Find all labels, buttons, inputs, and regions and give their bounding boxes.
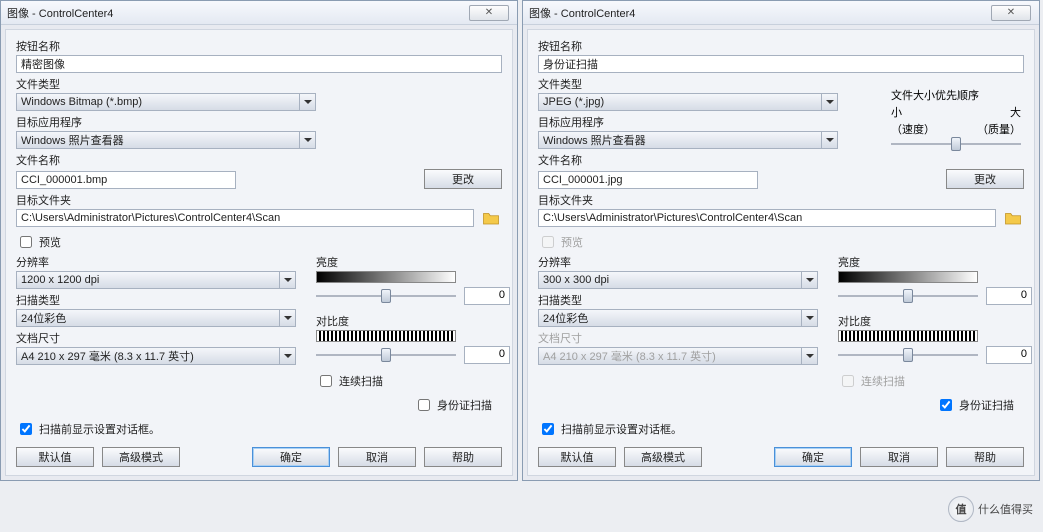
default-button[interactable]: 默认值 bbox=[16, 447, 94, 467]
idcard-scan-checkbox[interactable]: 身份证扫描 bbox=[936, 396, 1014, 414]
titlebar: 图像 - ControlCenter4 ✕ bbox=[523, 1, 1039, 25]
window-title: 图像 - ControlCenter4 bbox=[529, 5, 635, 21]
contrast-slider[interactable] bbox=[838, 348, 978, 362]
ok-button[interactable]: 确定 bbox=[774, 447, 852, 467]
preview-checkbox: 预览 bbox=[538, 233, 1024, 251]
file-name-input bbox=[538, 171, 758, 189]
doc-size-combo: A4 210 x 297 毫米 (8.3 x 11.7 英寸) bbox=[538, 347, 818, 365]
advanced-button[interactable]: 高级模式 bbox=[102, 447, 180, 467]
advanced-button[interactable]: 高级模式 bbox=[624, 447, 702, 467]
ok-button[interactable]: 确定 bbox=[252, 447, 330, 467]
target-app-combo[interactable]: Windows 照片查看器 bbox=[538, 131, 838, 149]
file-type-combo[interactable]: JPEG (*.jpg) bbox=[538, 93, 838, 111]
filesize-priority: 文件大小优先顺序 小大 （速度）（质量） bbox=[891, 87, 1021, 151]
resolution-combo[interactable]: 1200 x 1200 dpi bbox=[16, 271, 296, 289]
scan-type-combo[interactable]: 24位彩色 bbox=[16, 309, 296, 327]
continuous-scan-checkbox[interactable]: 连续扫描 bbox=[316, 372, 510, 390]
dest-folder-label: 目标文件夹 bbox=[538, 192, 1024, 208]
default-button[interactable]: 默认值 bbox=[538, 447, 616, 467]
file-type-label: 文件类型 bbox=[538, 76, 838, 92]
close-icon[interactable]: ✕ bbox=[991, 5, 1031, 21]
close-icon[interactable]: ✕ bbox=[469, 5, 509, 21]
file-type-label: 文件类型 bbox=[16, 76, 316, 92]
resolution-combo[interactable]: 300 x 300 dpi bbox=[538, 271, 818, 289]
brightness-gradient bbox=[316, 271, 456, 283]
cancel-button[interactable]: 取消 bbox=[860, 447, 938, 467]
brightness-value[interactable]: 0 bbox=[464, 287, 510, 305]
contrast-label: 对比度 bbox=[838, 313, 1032, 329]
change-button[interactable]: 更改 bbox=[946, 169, 1024, 189]
dest-folder-input[interactable] bbox=[538, 209, 996, 227]
brightness-slider[interactable] bbox=[838, 289, 978, 303]
brightness-gradient bbox=[838, 271, 978, 283]
site-watermark: 值 什么值得买 bbox=[948, 496, 1033, 522]
resolution-label: 分辨率 bbox=[538, 254, 818, 270]
cancel-button[interactable]: 取消 bbox=[338, 447, 416, 467]
button-name-label: 按钮名称 bbox=[538, 38, 1024, 54]
button-name-input[interactable] bbox=[16, 55, 502, 73]
help-button[interactable]: 帮助 bbox=[946, 447, 1024, 467]
brightness-label: 亮度 bbox=[838, 254, 1032, 270]
scan-type-label: 扫描类型 bbox=[538, 292, 818, 308]
file-name-input bbox=[16, 171, 236, 189]
titlebar: 图像 - ControlCenter4 ✕ bbox=[1, 1, 517, 25]
doc-size-combo[interactable]: A4 210 x 297 毫米 (8.3 x 11.7 英寸) bbox=[16, 347, 296, 365]
change-button[interactable]: 更改 bbox=[424, 169, 502, 189]
browse-folder-icon[interactable] bbox=[480, 209, 502, 227]
show-dialog-checkbox[interactable]: 扫描前显示设置对话框。 bbox=[16, 420, 502, 438]
contrast-slider[interactable] bbox=[316, 348, 456, 362]
show-dialog-checkbox[interactable]: 扫描前显示设置对话框。 bbox=[538, 420, 1024, 438]
file-type-combo[interactable]: Windows Bitmap (*.bmp) bbox=[16, 93, 316, 111]
brightness-label: 亮度 bbox=[316, 254, 510, 270]
resolution-label: 分辨率 bbox=[16, 254, 296, 270]
file-name-label: 文件名称 bbox=[16, 152, 502, 168]
contrast-label: 对比度 bbox=[316, 313, 510, 329]
doc-size-label: 文档尺寸 bbox=[16, 330, 296, 346]
continuous-scan-checkbox: 连续扫描 bbox=[838, 372, 1032, 390]
target-app-label: 目标应用程序 bbox=[538, 114, 838, 130]
button-name-input[interactable] bbox=[538, 55, 1024, 73]
brightness-slider[interactable] bbox=[316, 289, 456, 303]
contrast-gradient bbox=[838, 330, 978, 342]
contrast-value[interactable]: 0 bbox=[986, 346, 1032, 364]
window-title: 图像 - ControlCenter4 bbox=[7, 5, 113, 21]
help-button[interactable]: 帮助 bbox=[424, 447, 502, 467]
idcard-scan-checkbox[interactable]: 身份证扫描 bbox=[414, 396, 492, 414]
button-name-label: 按钮名称 bbox=[16, 38, 502, 54]
target-app-combo[interactable]: Windows 照片查看器 bbox=[16, 131, 316, 149]
brightness-value[interactable]: 0 bbox=[986, 287, 1032, 305]
scan-type-label: 扫描类型 bbox=[16, 292, 296, 308]
dest-folder-label: 目标文件夹 bbox=[16, 192, 502, 208]
preview-checkbox[interactable]: 预览 bbox=[16, 233, 502, 251]
dest-folder-input[interactable] bbox=[16, 209, 474, 227]
filesize-slider[interactable] bbox=[891, 137, 1021, 151]
scan-type-combo[interactable]: 24位彩色 bbox=[538, 309, 818, 327]
contrast-gradient bbox=[316, 330, 456, 342]
doc-size-label: 文档尺寸 bbox=[538, 330, 818, 346]
browse-folder-icon[interactable] bbox=[1002, 209, 1024, 227]
target-app-label: 目标应用程序 bbox=[16, 114, 316, 130]
contrast-value[interactable]: 0 bbox=[464, 346, 510, 364]
file-name-label: 文件名称 bbox=[538, 152, 1024, 168]
